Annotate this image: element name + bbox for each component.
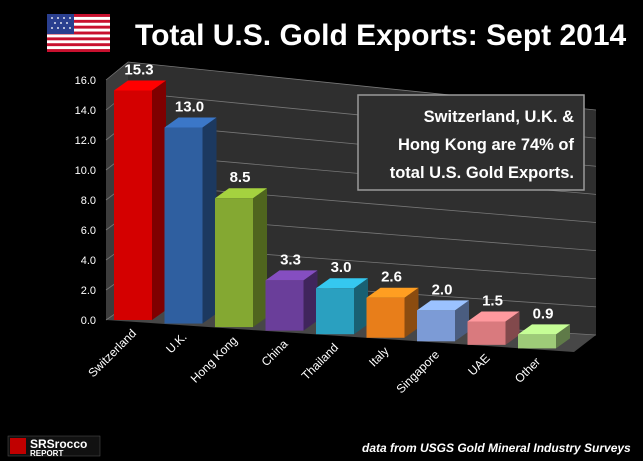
chart-title: Total U.S. Gold Exports: Sept 2014 (135, 19, 627, 52)
y-tick-label: 14.0 (75, 105, 96, 117)
annotation-line-1: Switzerland, U.K. & (424, 108, 574, 126)
us-flag-icon (47, 14, 110, 52)
logo-text: SRSrocco (30, 437, 87, 451)
bar-front (164, 127, 203, 324)
bar-thailand (316, 278, 368, 335)
value-label: 8.5 (230, 169, 251, 186)
bar-switzerland (114, 80, 166, 320)
bar-top (215, 188, 267, 199)
bar-italy (366, 287, 419, 338)
bar-side (556, 324, 570, 349)
bar-side (505, 311, 520, 345)
value-label: 2.0 (432, 281, 453, 298)
category-label: Switzerland (85, 326, 139, 380)
category-label: UAE (465, 351, 492, 378)
bar-side (404, 287, 419, 338)
value-label: 3.0 (331, 259, 352, 276)
value-label: 0.9 (533, 305, 554, 322)
bar-front (265, 280, 304, 331)
bar-uae (467, 311, 520, 345)
value-label: 15.3 (124, 62, 153, 79)
bar-top (417, 300, 469, 311)
bar-front (316, 288, 354, 335)
y-tick-label: 4.0 (81, 255, 96, 267)
bar-top (366, 287, 419, 298)
value-label: 2.6 (381, 269, 402, 286)
annotation-line-2: Hong Kong are 74% of (398, 136, 575, 154)
bar-side (253, 188, 267, 328)
bar-front (215, 198, 253, 328)
bar-front (467, 321, 506, 345)
y-tick-label: 6.0 (81, 225, 96, 237)
bar-hong-kong (215, 188, 267, 328)
bar-top (316, 278, 368, 289)
bar-top (164, 117, 217, 128)
value-label: 1.5 (482, 292, 503, 309)
source-note: data from USGS Gold Mineral Industry Sur… (362, 441, 631, 455)
bar-singapore (417, 300, 469, 342)
value-label: 13.0 (175, 98, 204, 115)
value-label: 3.3 (280, 251, 301, 268)
bar-front (366, 297, 405, 338)
category-label: Thailand (299, 340, 341, 382)
bar-side (354, 278, 368, 335)
value-labels: 15.3 13.0 8.5 3.3 3.0 2.6 2.0 1.5 0.9 (124, 62, 553, 323)
bar-u-k- (164, 117, 217, 324)
y-axis-ticks: 0.0 2.0 4.0 6.0 8.0 10.0 12.0 14.0 16.0 (75, 75, 96, 327)
bar-other (518, 324, 570, 349)
category-label: Other (512, 355, 543, 386)
bar-front (417, 310, 455, 342)
bar-side (455, 300, 469, 342)
gridline-side (105, 61, 129, 81)
category-label: Singapore (394, 347, 443, 396)
y-tick-label: 12.0 (75, 135, 96, 147)
bar-front (114, 90, 152, 320)
bar-side (202, 117, 217, 324)
category-label: Italy (366, 344, 391, 369)
bar-side (303, 270, 318, 331)
bar-china (265, 270, 318, 331)
y-tick-label: 0.0 (81, 315, 96, 327)
bars (114, 80, 570, 349)
annotation-line-3: total U.S. Gold Exports. (390, 164, 574, 182)
y-tick-label: 10.0 (75, 165, 96, 177)
bar-top (265, 270, 318, 281)
category-label: Hong Kong (188, 333, 240, 385)
category-label: China (259, 337, 291, 369)
annotation-box: Switzerland, U.K. & Hong Kong are 74% of… (357, 94, 585, 191)
y-tick-label: 2.0 (81, 285, 96, 297)
bar-side (152, 80, 166, 320)
y-tick-label: 16.0 (75, 75, 96, 87)
y-tick-label: 8.0 (81, 195, 96, 207)
bar-front (518, 334, 556, 349)
bar-top (518, 324, 570, 335)
category-label: U.K. (163, 330, 189, 356)
srsrocco-logo: SRSrocco REPORT (7, 435, 101, 458)
bar-top (467, 311, 520, 322)
logo-subtext: REPORT (30, 449, 63, 458)
bar-top (114, 80, 166, 91)
